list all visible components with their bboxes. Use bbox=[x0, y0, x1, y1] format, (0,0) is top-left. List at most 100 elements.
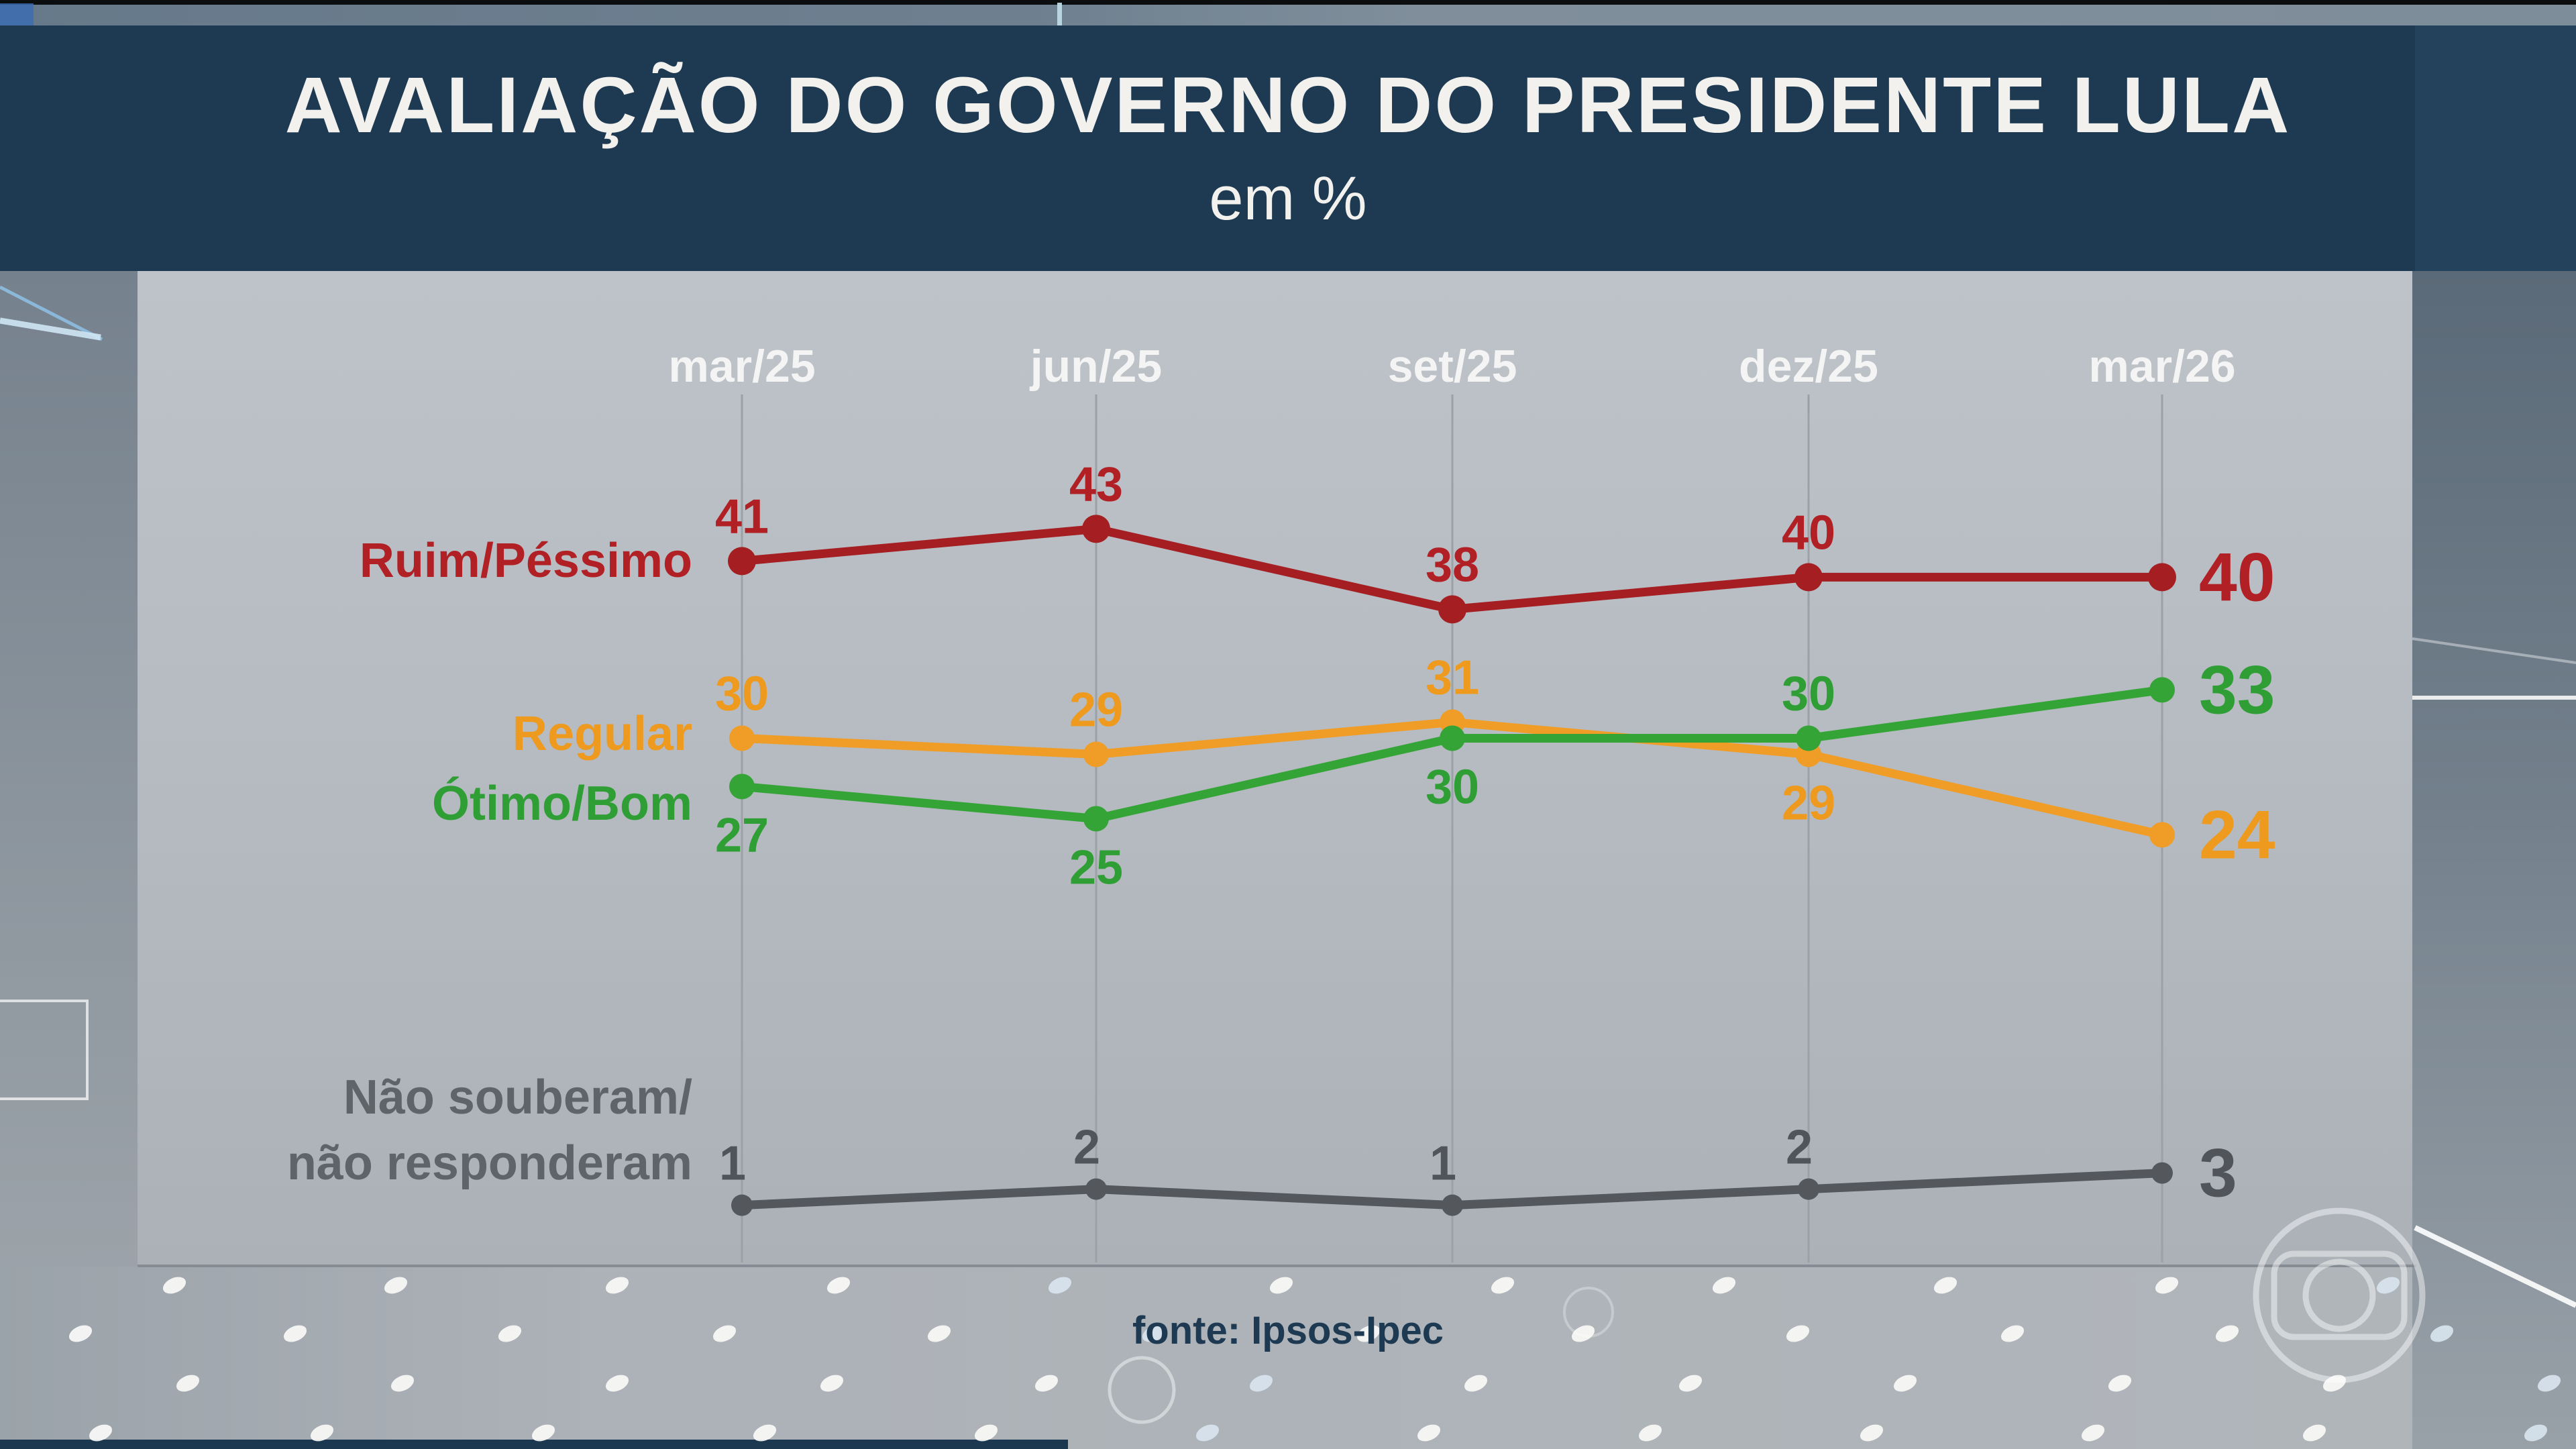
studio-light-dot bbox=[1933, 1277, 1957, 1294]
right-faint-line bbox=[2412, 637, 2576, 664]
data-point bbox=[1083, 741, 1109, 767]
screen-top-edge bbox=[0, 0, 2576, 5]
studio-light-dot bbox=[1712, 1277, 1736, 1294]
studio-light-dot bbox=[390, 1375, 415, 1392]
studio-light-dot bbox=[1048, 1277, 1072, 1294]
header-bar-right-shade bbox=[2415, 25, 2576, 271]
right-diagonal-line bbox=[2414, 1225, 2576, 1308]
studio-light-dot bbox=[1034, 1375, 1059, 1392]
data-point bbox=[2151, 1162, 2173, 1184]
data-point bbox=[1082, 515, 1110, 543]
studio-light-dot bbox=[605, 1375, 629, 1392]
value-label: 30 bbox=[1782, 667, 1835, 720]
top-band-tick bbox=[1057, 3, 1062, 25]
series-otimo-bom bbox=[729, 677, 2175, 832]
studio-light-dot bbox=[820, 1375, 844, 1392]
left-square-outline bbox=[0, 1000, 89, 1100]
studio-light-dot bbox=[1195, 1424, 1220, 1442]
value-label: 41 bbox=[715, 490, 769, 543]
studio-light-dot bbox=[2430, 1325, 2454, 1342]
value-label: 2 bbox=[1786, 1121, 1813, 1175]
data-point bbox=[728, 547, 756, 576]
studio-light-dot bbox=[605, 1277, 629, 1294]
studio-light-dot bbox=[384, 1277, 408, 1294]
studio-light-dot bbox=[1249, 1375, 1273, 1392]
studio-light-dot bbox=[310, 1424, 334, 1442]
studio-light-dot bbox=[1860, 1424, 1884, 1442]
value-label: 27 bbox=[715, 808, 769, 862]
studio-light-dot bbox=[1678, 1375, 1703, 1392]
studio-background-right bbox=[2412, 271, 2576, 1449]
studio-light-dot bbox=[2376, 1277, 2400, 1294]
studio-light-dot bbox=[1269, 1277, 1293, 1294]
studio-light-dot bbox=[1638, 1424, 1662, 1442]
value-label: 25 bbox=[1069, 841, 1123, 894]
chart-panel-bottom-edge bbox=[138, 1265, 2416, 1267]
studio-light-dot bbox=[283, 1325, 307, 1342]
x-axis-label-jun-25: jun/25 bbox=[1029, 341, 1163, 392]
series-nao-souberam bbox=[731, 1162, 2173, 1216]
value-label: 29 bbox=[1069, 683, 1123, 737]
value-label: 1 bbox=[1430, 1137, 1456, 1191]
series-name-label: Ruim/Péssimo bbox=[360, 534, 692, 588]
value-label: 31 bbox=[1426, 651, 1479, 704]
studio-light-dot bbox=[1464, 1375, 1488, 1392]
value-label: 38 bbox=[1426, 538, 1479, 592]
series-ruim-pessimo bbox=[728, 515, 2176, 624]
studio-light-dot bbox=[176, 1375, 200, 1392]
chart-panel bbox=[138, 271, 2412, 1267]
data-point bbox=[1438, 595, 1466, 624]
data-point bbox=[731, 1194, 753, 1216]
studio-light-dot bbox=[826, 1277, 851, 1294]
studio-light-dot bbox=[68, 1325, 93, 1342]
studio-light-dot bbox=[1356, 1325, 1381, 1342]
studio-light-dot bbox=[498, 1325, 522, 1342]
top-band bbox=[0, 5, 2576, 25]
neon-line bbox=[0, 317, 101, 341]
data-point bbox=[729, 725, 755, 751]
studio-light-dot bbox=[753, 1424, 777, 1442]
studio-light-dot bbox=[2537, 1375, 2561, 1392]
studio-light-dot bbox=[2000, 1325, 2025, 1342]
studio-light-dot bbox=[2215, 1325, 2239, 1342]
studio-light-dot bbox=[712, 1325, 737, 1342]
value-label: 40 bbox=[2199, 539, 2275, 615]
studio-background-bottom bbox=[0, 1267, 2412, 1449]
x-axis-label-mar-26: mar/26 bbox=[2088, 341, 2235, 392]
studio-light-dot bbox=[2302, 1424, 2326, 1442]
studio-light-dot bbox=[1417, 1424, 1441, 1442]
data-point bbox=[2148, 563, 2176, 592]
studio-light-dot bbox=[1893, 1375, 1917, 1392]
faint-ring bbox=[1563, 1287, 1614, 1338]
camera-logo-icon bbox=[2253, 1208, 2426, 1383]
x-axis-label-dez-25: dez/25 bbox=[1739, 341, 1878, 392]
data-point bbox=[1794, 563, 1823, 592]
header-bar bbox=[0, 25, 2576, 271]
data-point bbox=[1440, 725, 1465, 751]
lower-third-strip bbox=[0, 1440, 1068, 1449]
value-label: 3 bbox=[2199, 1135, 2237, 1212]
value-label: 29 bbox=[1782, 776, 1835, 830]
value-label: 30 bbox=[715, 667, 769, 720]
studio-light-dot bbox=[2081, 1424, 2105, 1442]
data-point bbox=[1083, 806, 1109, 832]
series-name-label: Não souberam/ bbox=[343, 1071, 692, 1124]
studio-light-dot bbox=[1491, 1277, 1515, 1294]
page-subtitle: em % bbox=[1209, 164, 1367, 233]
page-title: AVALIAÇÃO DO GOVERNO DO PRESIDENTE LULA bbox=[284, 61, 2292, 150]
studio-light-dot bbox=[89, 1424, 113, 1442]
data-point bbox=[729, 773, 755, 800]
studio-light-dot bbox=[2322, 1375, 2347, 1392]
studio-light-dot bbox=[974, 1424, 998, 1442]
studio-light-dot bbox=[2155, 1277, 2179, 1294]
studio-light-dot bbox=[2108, 1375, 2132, 1392]
data-point bbox=[1442, 1194, 1463, 1216]
studio-light-dot bbox=[927, 1325, 951, 1342]
data-point bbox=[1798, 1178, 1819, 1200]
x-axis-label-mar-25: mar/25 bbox=[668, 341, 815, 392]
data-point bbox=[2149, 677, 2175, 703]
data-point bbox=[2149, 822, 2175, 848]
studio-light-dot bbox=[162, 1277, 186, 1294]
series-name-label: Ótimo/Bom bbox=[432, 776, 692, 830]
